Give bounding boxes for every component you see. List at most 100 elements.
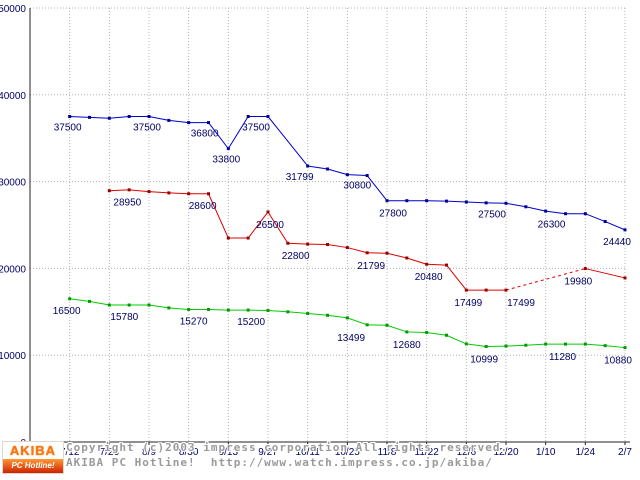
series-blue-point <box>564 212 567 216</box>
x-tick-label: 7/26 <box>100 447 120 458</box>
series-blue-value-label: 37500 <box>54 123 82 134</box>
series-blue-segment <box>208 122 229 149</box>
series-green-segment <box>386 324 407 333</box>
series-red-point <box>425 262 429 266</box>
series-green-value-label: 15780 <box>110 312 138 323</box>
series-green-point <box>226 308 230 312</box>
series-green-point <box>127 303 131 307</box>
series-red-segment <box>505 268 586 291</box>
series-green-point <box>504 344 508 348</box>
series-red-point <box>623 276 627 280</box>
series-blue-point <box>464 200 468 204</box>
series-green-value-label: 11280 <box>549 352 577 363</box>
series-green-point <box>564 342 567 346</box>
series-green-point <box>326 313 329 317</box>
series-green-point <box>603 344 607 348</box>
x-tick-label: 1/24 <box>576 447 596 458</box>
akiba-logo: AKIBA PC Hotline! <box>2 441 64 474</box>
x-tick-label: 10/25 <box>335 447 360 458</box>
y-tick-label: 50000 <box>0 4 26 15</box>
series-green-point <box>583 342 587 346</box>
series-red-value-label: 21799 <box>357 261 385 272</box>
series-blue-segment <box>327 168 348 176</box>
series-green-point <box>147 303 151 307</box>
series-blue-point <box>345 173 349 177</box>
series-red-point <box>385 251 389 255</box>
x-tick-label: 12/20 <box>493 447 518 458</box>
x-tick-label: 9/13 <box>219 447 239 458</box>
series-green-segment <box>426 331 447 336</box>
series-green-point <box>246 308 250 312</box>
y-tick-label: 10000 <box>0 351 26 362</box>
series-red-segment <box>426 263 447 266</box>
series-blue-segment <box>69 116 90 118</box>
series-blue-segment <box>585 213 606 222</box>
series-green-point <box>623 346 627 350</box>
series-red-value-label: 20480 <box>415 272 443 283</box>
series-blue-point <box>167 118 171 122</box>
series-blue-segment <box>505 202 526 208</box>
series-red-point <box>167 191 171 195</box>
series-blue-point <box>147 115 151 118</box>
series-blue-value-label: 30800 <box>343 181 371 192</box>
series-green-segment <box>69 298 90 302</box>
series-red-point <box>246 236 250 240</box>
series-green-segment <box>148 304 169 309</box>
series-green-point <box>167 306 171 310</box>
series-green-point <box>425 330 429 334</box>
series-blue-point <box>583 212 587 216</box>
series-blue-point <box>207 121 210 125</box>
series-red-segment <box>585 268 626 279</box>
series-blue-point <box>127 115 131 118</box>
series-green-value-label: 13499 <box>337 333 365 344</box>
series-green-segment <box>267 309 288 313</box>
series-green-segment <box>525 343 546 346</box>
series-green-point <box>306 312 310 316</box>
series-blue-point <box>544 209 548 213</box>
series-blue-point <box>365 174 369 178</box>
series-red-point <box>207 192 210 196</box>
series-green-segment <box>208 308 229 311</box>
series-green-segment <box>168 307 189 310</box>
series-green-point <box>544 342 548 346</box>
x-tick-label: 2/7 <box>618 447 632 458</box>
x-tick-label: 9/27 <box>258 447 278 458</box>
series-blue-segment <box>347 174 368 177</box>
x-tick-label: 8/9 <box>142 447 156 458</box>
series-blue-value-label: 37500 <box>133 123 161 134</box>
x-tick-label: 11/8 <box>378 447 397 458</box>
series-green-segment <box>327 314 348 319</box>
series-blue-segment <box>109 116 130 119</box>
series-blue-value-label: 36800 <box>191 129 219 140</box>
series-blue-value-label: 24440 <box>603 237 631 248</box>
series-blue-point <box>484 201 488 205</box>
series-red-point <box>405 256 409 260</box>
series-blue-segment <box>307 165 328 170</box>
series-green-point <box>385 323 389 327</box>
series-blue-point <box>306 164 310 168</box>
series-blue-value-label: 26300 <box>538 220 566 231</box>
series-blue-point <box>246 115 250 118</box>
series-green-point <box>88 299 91 303</box>
series-green-value-label: 15200 <box>237 317 265 328</box>
series-blue-point <box>226 147 230 151</box>
y-tick-label: 30000 <box>0 178 26 189</box>
series-green-value-label: 12680 <box>393 340 421 351</box>
series-red-point <box>504 288 508 292</box>
series-blue-point <box>425 199 429 203</box>
series-green-point <box>107 303 111 307</box>
series-blue-point <box>107 116 111 120</box>
series-red-point <box>326 243 329 247</box>
series-blue-point <box>266 115 270 118</box>
series-red-point <box>583 267 587 271</box>
series-green-point <box>266 308 270 312</box>
series-green-segment <box>446 334 467 345</box>
y-tick-label: 20000 <box>0 264 26 275</box>
series-red-segment <box>406 257 427 265</box>
series-green-value-label: 16500 <box>53 306 81 317</box>
series-green-segment <box>505 344 526 347</box>
series-red-segment <box>129 189 150 193</box>
series-blue-point <box>623 228 627 232</box>
series-blue-segment <box>604 221 626 231</box>
